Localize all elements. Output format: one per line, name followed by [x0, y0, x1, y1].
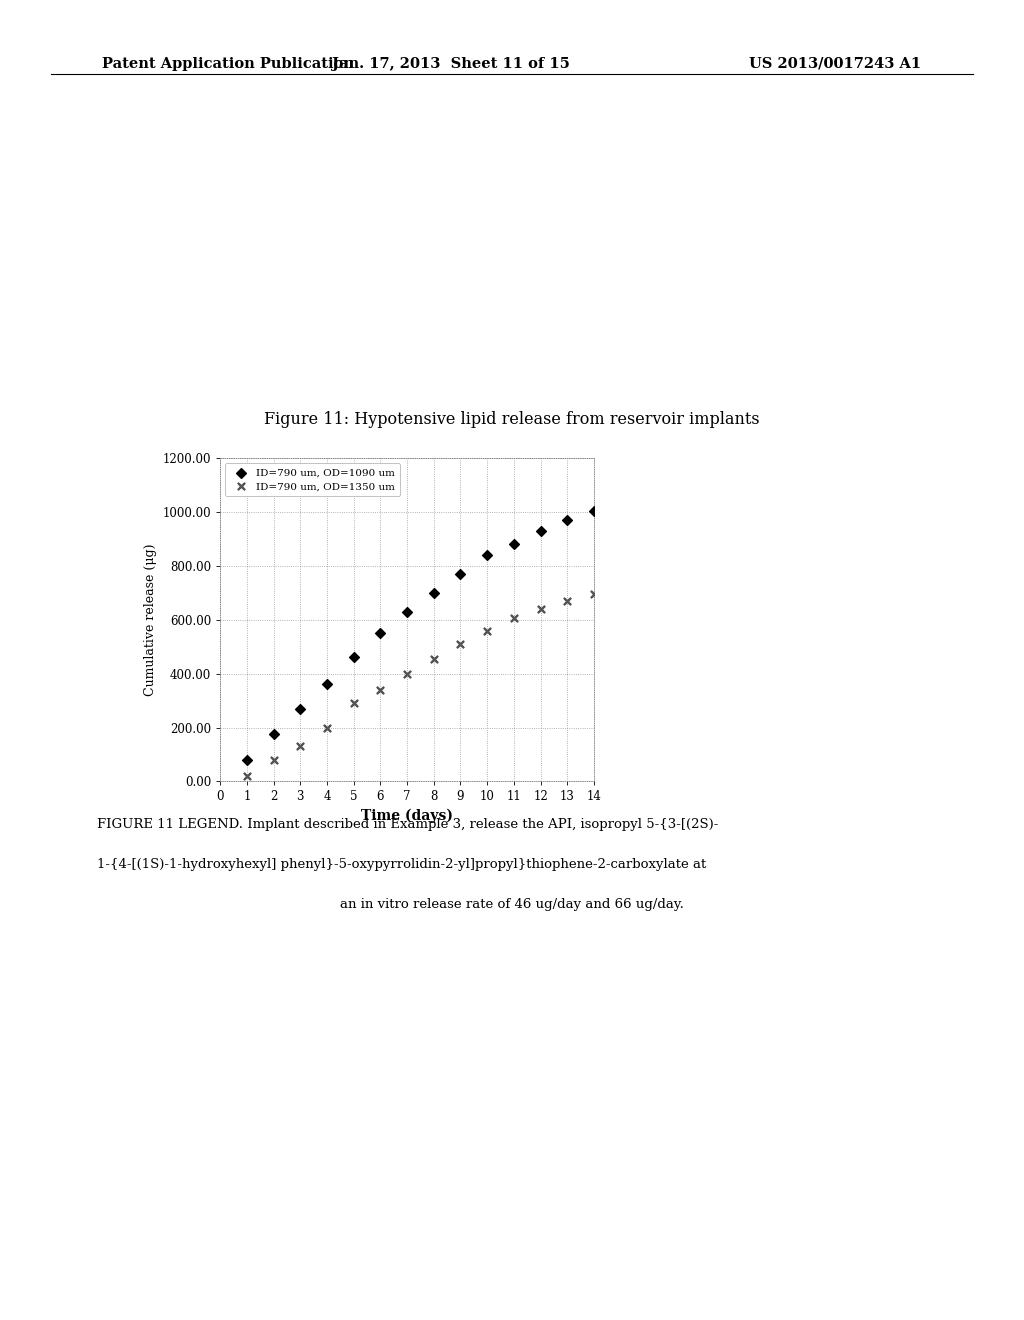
ID=790 um, OD=1350 um: [398, 663, 416, 684]
Legend: ID=790 um, OD=1090 um, ID=790 um, OD=1350 um: ID=790 um, OD=1090 um, ID=790 um, OD=135…: [225, 463, 399, 496]
X-axis label: Time (days): Time (days): [361, 809, 453, 824]
ID=790 um, OD=1350 um: [318, 717, 335, 738]
Text: Jan. 17, 2013  Sheet 11 of 15: Jan. 17, 2013 Sheet 11 of 15: [332, 57, 569, 71]
ID=790 um, OD=1350 um: [453, 634, 469, 655]
ID=790 um, OD=1090 um: [586, 500, 602, 521]
ID=790 um, OD=1090 um: [506, 533, 522, 554]
Text: Patent Application Publication: Patent Application Publication: [102, 57, 354, 71]
ID=790 um, OD=1090 um: [559, 510, 575, 531]
Text: 1-{4-[(1S)-1-hydroxyhexyl] phenyl}-5-oxypyrrolidin-2-yl]propyl}thiophene-2-carbo: 1-{4-[(1S)-1-hydroxyhexyl] phenyl}-5-oxy…: [97, 858, 707, 871]
ID=790 um, OD=1090 um: [453, 564, 469, 585]
ID=790 um, OD=1090 um: [265, 723, 282, 744]
ID=790 um, OD=1090 um: [372, 623, 388, 644]
Y-axis label: Cumulative release (μg): Cumulative release (μg): [144, 544, 157, 696]
Text: FIGURE 11 LEGEND. Implant described in Example 3, release the API, isopropyl 5-{: FIGURE 11 LEGEND. Implant described in E…: [97, 818, 719, 832]
ID=790 um, OD=1090 um: [398, 601, 416, 622]
ID=790 um, OD=1090 um: [318, 675, 335, 696]
ID=790 um, OD=1350 um: [532, 598, 549, 619]
ID=790 um, OD=1090 um: [479, 544, 496, 565]
Text: Figure 11: Hypotensive lipid release from reservoir implants: Figure 11: Hypotensive lipid release fro…: [264, 411, 760, 428]
ID=790 um, OD=1350 um: [239, 766, 255, 787]
ID=790 um, OD=1350 um: [426, 648, 442, 669]
ID=790 um, OD=1350 um: [265, 750, 282, 771]
Text: an in vitro release rate of 46 ug/day and 66 ug/day.: an in vitro release rate of 46 ug/day an…: [340, 898, 684, 911]
ID=790 um, OD=1090 um: [426, 582, 442, 603]
ID=790 um, OD=1350 um: [479, 620, 496, 642]
ID=790 um, OD=1350 um: [586, 583, 602, 605]
ID=790 um, OD=1090 um: [345, 647, 361, 668]
Text: US 2013/0017243 A1: US 2013/0017243 A1: [750, 57, 922, 71]
ID=790 um, OD=1350 um: [506, 607, 522, 628]
ID=790 um, OD=1350 um: [372, 680, 388, 701]
ID=790 um, OD=1090 um: [292, 698, 308, 719]
ID=790 um, OD=1090 um: [532, 520, 549, 541]
ID=790 um, OD=1350 um: [292, 735, 308, 756]
ID=790 um, OD=1350 um: [345, 693, 361, 714]
ID=790 um, OD=1090 um: [239, 750, 255, 771]
ID=790 um, OD=1350 um: [559, 590, 575, 611]
